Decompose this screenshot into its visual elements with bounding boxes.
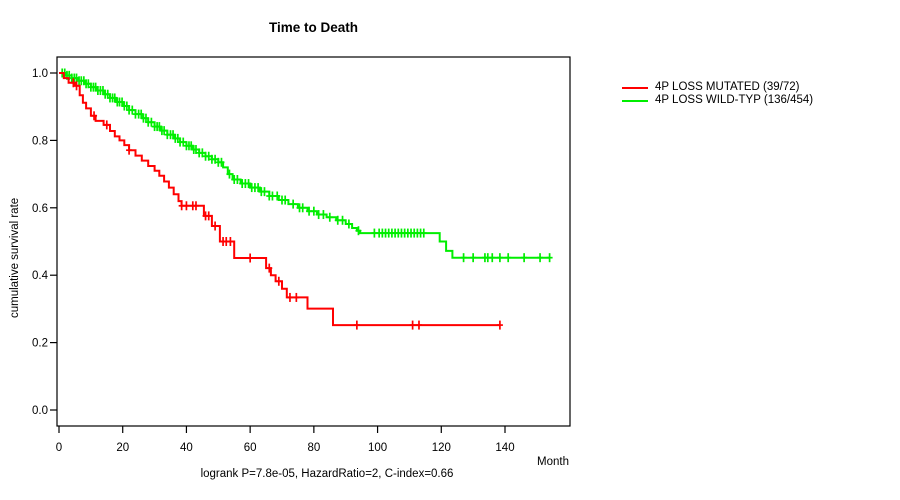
plot-box (56, 56, 571, 427)
censor-marks-wildtype (59, 68, 553, 263)
x-axis-title: Month (537, 456, 569, 468)
y-tick-label: 0.2 (32, 338, 48, 350)
y-tick-label: 0.6 (32, 203, 48, 215)
legend-item-mutated: 4P LOSS MUTATED (39/72) (622, 81, 813, 94)
x-tick-label: 120 (432, 442, 451, 454)
survival-curve-wildtype (59, 72, 550, 259)
y-tick-label: 0.4 (32, 270, 49, 282)
y-tick-label: 0.8 (32, 135, 48, 147)
legend-line-mutated-icon (622, 86, 648, 89)
y-tick-label: 1.0 (32, 68, 48, 80)
censor-marks-mutated (70, 78, 503, 330)
x-tick-label: 0 (56, 442, 62, 454)
survival-curve-mutated (59, 72, 500, 327)
y-axis-title: cumulative survival rate (9, 197, 21, 318)
legend: 4P LOSS MUTATED (39/72) 4P LOSS WILD-TYP… (622, 81, 813, 107)
legend-label-mutated: 4P LOSS MUTATED (39/72) (655, 81, 800, 93)
y-tick-label: 0.0 (32, 405, 48, 417)
stats-annotation: logrank P=7.8e-05, HazardRatio=2, C-inde… (200, 468, 454, 480)
x-tick-label: 20 (116, 442, 129, 454)
x-tick-label: 140 (495, 442, 514, 454)
x-tick-label: 100 (368, 442, 387, 454)
x-tick-label: 60 (244, 442, 257, 454)
x-tick-label: 40 (180, 442, 193, 454)
chart-title: Time to Death (268, 20, 358, 35)
x-tick-label: 80 (307, 442, 320, 454)
legend-label-wildtype: 4P LOSS WILD-TYP (136/454) (655, 94, 814, 106)
legend-line-wildtype-icon (622, 99, 648, 102)
legend-item-wildtype: 4P LOSS WILD-TYP (136/454) (622, 94, 813, 107)
